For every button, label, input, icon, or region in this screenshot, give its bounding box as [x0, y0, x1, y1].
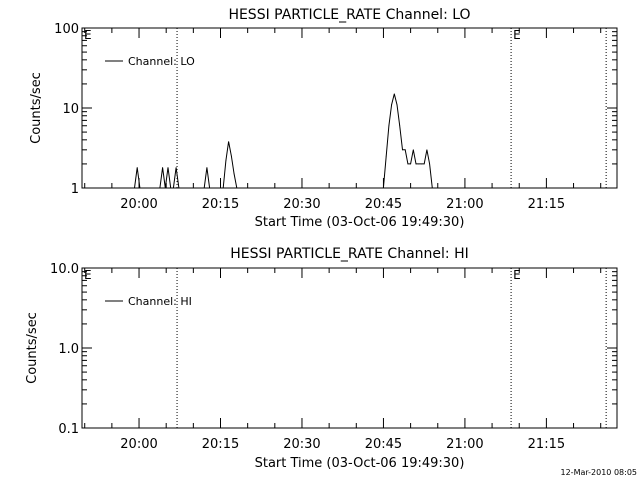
y-axis-label: Counts/sec: [25, 312, 40, 384]
data-point: [173, 187, 174, 189]
data-point: [225, 160, 227, 162]
data-point: [170, 187, 172, 189]
y-tick-label: 1: [71, 182, 79, 197]
footer-timestamp: 12-Mar-2010 08:05: [561, 468, 638, 477]
data-point: [407, 163, 409, 165]
data-point: [402, 149, 403, 151]
data-point: [203, 187, 205, 189]
data-point: [385, 155, 387, 157]
x-tick-label: 20:15: [202, 437, 239, 452]
chart-title: HESSI PARTICLE_RATE Channel: LO: [228, 7, 470, 23]
data-point: [206, 167, 208, 168]
chart-title: HESSI PARTICLE_RATE Channel: HI: [230, 246, 468, 262]
event-annotation: E: [513, 28, 521, 42]
chart-panel-lo: HESSI PARTICLE_RATE Channel: LO 1 10 100 20:…: [29, 7, 618, 230]
x-axis-label: Start Time (03-Oct-06 19:49:30): [255, 215, 465, 230]
legend-entry: Channel: HI: [128, 295, 192, 308]
y-tick-label: 0.1: [58, 422, 79, 437]
data-point: [429, 163, 431, 165]
y-tick-label: 100: [54, 22, 79, 37]
data-point: [383, 187, 384, 189]
x-tick-label: 21:15: [528, 437, 565, 452]
data-point: [388, 125, 390, 127]
data-point: [393, 93, 395, 95]
data-point: [209, 187, 211, 189]
chart-panel-hi: HESSI PARTICLE_RATE Channel: HI 0.1 1.0 10.…: [25, 246, 618, 471]
data-point: [236, 187, 238, 189]
data-point: [391, 104, 392, 106]
event-annotation: E: [513, 268, 521, 282]
data-point: [167, 167, 169, 168]
x-tick-label: 21:00: [446, 437, 483, 452]
data-point: [178, 187, 180, 189]
x-tick-label: 20:00: [120, 437, 157, 452]
data-point: [412, 149, 414, 151]
x-tick-label: 20:45: [365, 197, 402, 212]
x-tick-label: 21:00: [446, 197, 483, 212]
data-point: [228, 141, 230, 143]
data-point: [175, 167, 177, 168]
x-tick-label: 20:30: [283, 197, 320, 212]
data-point: [404, 149, 406, 151]
data-point: [134, 187, 135, 189]
data-point: [418, 163, 420, 165]
data-point: [233, 173, 235, 175]
data-point: [222, 187, 224, 189]
data-point: [423, 163, 425, 165]
data-point: [230, 155, 232, 157]
y-axis-label: Counts/sec: [29, 72, 44, 144]
data-point: [136, 167, 138, 168]
series-line: [134, 93, 435, 189]
x-tick-label: 21:15: [528, 197, 565, 212]
x-axis-label: Start Time (03-Oct-06 19:49:30): [255, 456, 465, 471]
x-tick-label: 20:00: [120, 197, 157, 212]
plot-frame: [81, 267, 618, 429]
data-point: [399, 125, 401, 127]
data-point: [162, 167, 163, 168]
data-point: [431, 187, 433, 189]
data-point: [159, 187, 161, 189]
data-point: [164, 187, 166, 189]
data-point: [139, 187, 141, 189]
y-tick-label: 10.0: [50, 262, 79, 277]
data-point: [426, 149, 428, 151]
data-point: [396, 104, 398, 106]
data-point: [421, 163, 422, 165]
data-point: [239, 187, 240, 189]
x-tick-label: 20:15: [202, 197, 239, 212]
event-annotation: E: [84, 268, 92, 282]
x-tick-label: 20:45: [365, 437, 402, 452]
legend-entry: Channel: LO: [128, 55, 195, 68]
event-annotation: E: [84, 28, 92, 42]
y-tick-label: 10: [62, 102, 79, 117]
y-tick-label: 1.0: [58, 342, 79, 357]
data-point: [415, 163, 417, 165]
plot-frame: [81, 27, 618, 189]
x-tick-label: 20:30: [283, 437, 320, 452]
data-point: [410, 163, 412, 165]
data-point: [434, 187, 436, 189]
